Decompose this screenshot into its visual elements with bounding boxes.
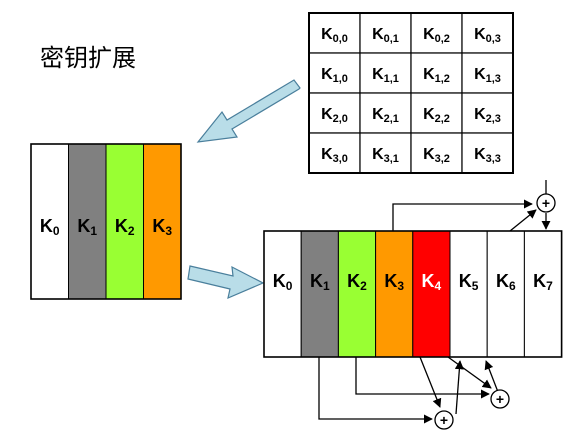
expanded-word-label: K4 xyxy=(422,271,442,293)
expanded-word-label: K1 xyxy=(310,271,330,293)
expanded-word-label: K2 xyxy=(347,271,367,293)
expanded-word-2: K2 xyxy=(337,230,377,358)
matrix-cell-label: K3,2 xyxy=(423,146,450,165)
matrix-cell-3-2: K3,2 xyxy=(410,132,463,174)
expanded-word-1: K1 xyxy=(300,230,339,358)
key-word-label: K1 xyxy=(77,216,97,238)
matrix-cell-label: K1,0 xyxy=(321,66,348,85)
matrix-cell-label: K1,2 xyxy=(423,66,450,85)
matrix-cell-label: K0,0 xyxy=(321,26,348,45)
matrix-cell-label: K3,0 xyxy=(321,146,348,165)
key-word-3: K3 xyxy=(143,143,182,300)
key-word-1: K1 xyxy=(68,143,107,300)
big-arrow-matrix-to-words xyxy=(196,79,301,143)
matrix-cell-1-1: K1,1 xyxy=(359,52,412,94)
expanded-word-0: K0 xyxy=(263,230,302,358)
expanded-word-5: K5 xyxy=(449,230,488,358)
xor-symbol-top: + xyxy=(542,195,550,211)
xor-node-top: + xyxy=(536,193,556,213)
expanded-word-4: K4 xyxy=(412,230,451,358)
matrix-cell-2-0: K2,0 xyxy=(308,92,361,134)
matrix-cell-2-1: K2,1 xyxy=(359,92,412,134)
matrix-cell-label: K2,0 xyxy=(321,106,348,125)
matrix-cell-3-0: K3,0 xyxy=(308,132,361,174)
matrix-cell-0-0: K0,0 xyxy=(308,12,361,54)
expanded-word-6: K6 xyxy=(486,230,525,358)
matrix-cell-1-0: K1,0 xyxy=(308,52,361,94)
matrix-cell-label: K1,3 xyxy=(474,66,501,85)
expanded-word-label: K6 xyxy=(496,271,516,293)
matrix-cell-1-3: K1,3 xyxy=(461,52,514,94)
xor-connections-top xyxy=(392,180,551,232)
key-matrix: K0,0 K0,1 K0,2 K0,3 K1,0 K1,1 K1,2 K1,3 K2,0 K2,1… xyxy=(308,12,514,174)
key-word-label: K3 xyxy=(152,216,172,238)
matrix-cell-label: K0,2 xyxy=(423,26,450,45)
key-words-block: K0 K1 K2 K3 xyxy=(30,143,182,300)
expanded-word-3: K3 xyxy=(375,230,414,358)
expanded-word-label: K5 xyxy=(459,271,479,293)
matrix-cell-2-2: K2,2 xyxy=(410,92,463,134)
xor-node-bottom-1: + xyxy=(434,410,454,430)
matrix-cell-label: K3,3 xyxy=(474,146,501,165)
key-word-0: K0 xyxy=(30,143,69,300)
diagram-title: 密钥扩展 xyxy=(40,44,136,72)
xor-connections-bottom xyxy=(318,356,499,424)
expanded-word-label: K0 xyxy=(273,271,293,293)
matrix-cell-label: K2,2 xyxy=(423,106,450,125)
key-word-label: K2 xyxy=(115,216,135,238)
expanded-word-label: K7 xyxy=(533,271,553,293)
matrix-cell-label: K3,1 xyxy=(372,146,399,165)
big-arrow-words-to-expanded xyxy=(187,265,265,300)
matrix-cell-label: K2,1 xyxy=(372,106,399,125)
matrix-cell-0-2: K0,2 xyxy=(410,12,463,54)
matrix-cell-label: K1,1 xyxy=(372,66,399,85)
matrix-cell-label: K2,3 xyxy=(474,106,501,125)
key-word-2: K2 xyxy=(105,143,144,300)
key-word-label: K0 xyxy=(40,216,60,238)
expanded-key-block: K0 K1 K2 K3 K4 K5 K6 K7 xyxy=(263,230,563,358)
matrix-cell-label: K0,1 xyxy=(372,26,399,45)
expanded-word-7: K7 xyxy=(523,230,563,358)
xor-symbol-bottom-2: + xyxy=(496,391,504,407)
xor-node-bottom-2: + xyxy=(490,389,510,409)
matrix-cell-0-1: K0,1 xyxy=(359,12,412,54)
matrix-cell-3-3: K3,3 xyxy=(461,132,514,174)
matrix-cell-3-1: K3,1 xyxy=(359,132,412,174)
xor-symbol-bottom-1: + xyxy=(440,412,448,428)
expanded-word-label: K3 xyxy=(384,271,404,293)
matrix-cell-0-3: K0,3 xyxy=(461,12,514,54)
matrix-cell-2-3: K2,3 xyxy=(461,92,514,134)
matrix-cell-label: K0,3 xyxy=(474,26,501,45)
matrix-cell-1-2: K1,2 xyxy=(410,52,463,94)
